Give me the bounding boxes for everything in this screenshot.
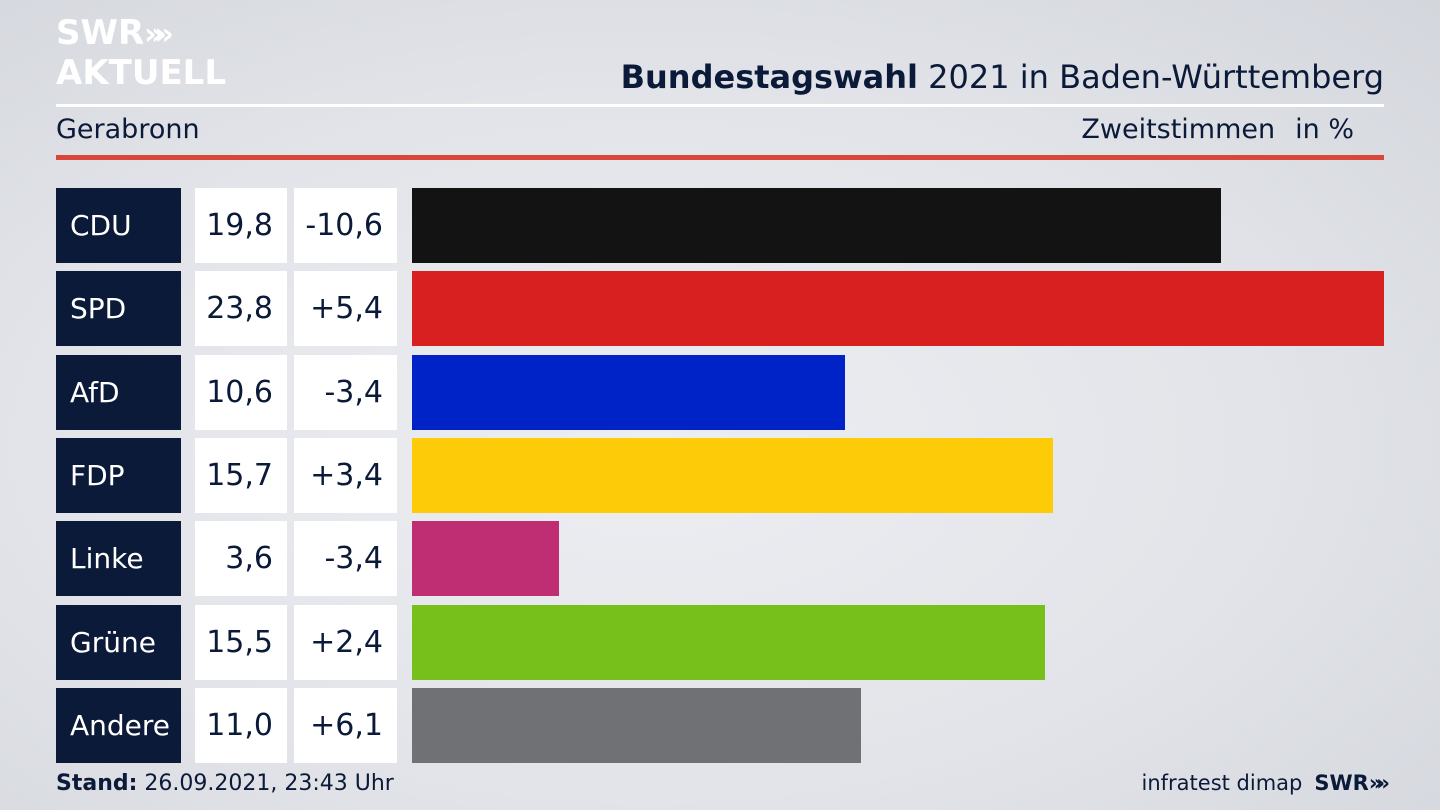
vote-share-value: 15,5 [195,604,287,680]
chart-row: SPD 23,8 +5,4 [56,271,1384,347]
chart-row: Linke 3,6 -3,4 [56,521,1384,597]
party-label: CDU [56,188,181,263]
party-label: Linke [56,521,181,597]
chart-row: Andere 11,0 +6,1 [56,687,1384,763]
footer-swr-logo: SWR [1314,771,1369,795]
vote-share-value: 3,6 [195,521,287,597]
party-label: SPD [56,271,181,347]
measure-label: Zweitstimmen in % [1081,114,1354,145]
vote-share-value: 23,8 [195,271,287,347]
vote-share-bar [412,271,1384,347]
party-label: Grüne [56,604,181,680]
chart-row: FDP 15,7 +3,4 [56,437,1384,513]
chart-title-rest: 2021 in Baden-Württemberg [928,58,1384,96]
vote-change-value: -10,6 [294,188,397,263]
vote-share-bar [412,354,845,430]
vote-change-value: -3,4 [294,521,397,597]
vote-change-value: +6,1 [294,687,397,763]
swr-aktuell-logo: SWR»» AKTUELL [56,16,226,91]
vote-share-value: 19,8 [195,188,287,263]
vote-share-value: 10,6 [195,354,287,430]
vote-change-value: -3,4 [294,354,397,430]
chart-title: Bundestagswahl 2021 in Baden-Württemberg [621,58,1384,96]
vote-share-bar [412,188,1221,263]
timestamp-value: 26.09.2021, 23:43 Uhr [144,771,394,796]
logo-swr-text: SWR [56,13,145,53]
chart-row: AfD 10,6 -3,4 [56,354,1384,430]
vote-change-value: +2,4 [294,604,397,680]
footer-chevrons-icon: »» [1368,771,1390,795]
measure-name: Zweitstimmen [1081,114,1276,145]
party-label: Andere [56,687,181,763]
vote-share-bar [412,437,1054,513]
timestamp: Stand: 26.09.2021, 23:43 Uhr [56,771,394,796]
logo-chevrons-icon: »» [144,17,174,52]
logo-aktuell-text: AKTUELL [56,53,227,93]
accent-divider [56,155,1384,160]
region-name: Gerabronn [56,114,200,145]
measure-unit: in % [1295,114,1354,145]
party-label: FDP [56,437,181,513]
vote-share-bar [412,687,862,763]
chart-title-bold: Bundestagswahl [620,58,918,96]
vote-change-value: +5,4 [294,271,397,347]
timestamp-label: Stand: [56,771,138,796]
vote-share-value: 11,0 [195,687,287,763]
chart-row: CDU 19,8 -10,6 [56,188,1384,263]
party-label: AfD [56,354,181,430]
vote-share-bar [412,604,1046,680]
source-credit: infratest dimap SWR»» [1141,771,1391,795]
source-name: infratest dimap [1141,771,1303,795]
vote-change-value: +3,4 [294,437,397,513]
vote-share-bar [412,521,560,597]
chart-row: Grüne 15,5 +2,4 [56,604,1384,680]
header-divider [56,104,1384,107]
vote-share-value: 15,7 [195,437,287,513]
